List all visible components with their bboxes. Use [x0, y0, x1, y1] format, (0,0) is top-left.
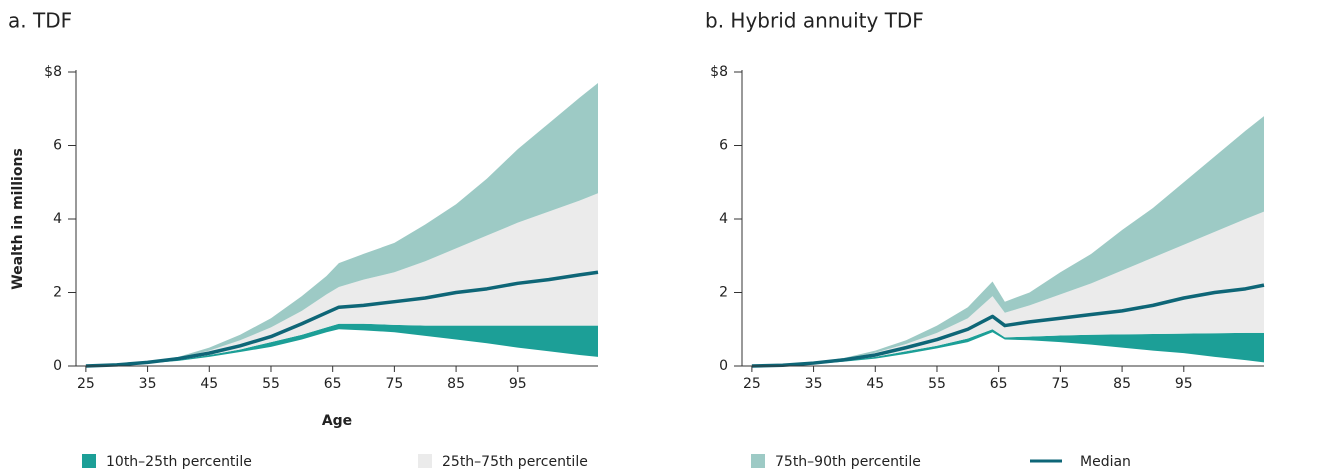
x-tick-label: 65 [324, 376, 342, 392]
y-tick-label: $8 [44, 64, 62, 80]
x-tick-label: 95 [509, 376, 527, 392]
x-tick-label: 25 [77, 376, 95, 392]
legend-swatch [751, 454, 765, 468]
percentile-band [751, 116, 1264, 366]
y-tick-label: 4 [719, 211, 728, 227]
y-tick-label: 0 [53, 358, 62, 374]
y-tick-label: 0 [719, 358, 728, 374]
chart-title: a. TDF [8, 9, 72, 33]
x-tick-label: 55 [928, 376, 946, 392]
legend-label: 75th–90th percentile [775, 454, 921, 470]
y-tick-label: $8 [710, 64, 728, 80]
x-tick-label: 55 [262, 376, 280, 392]
x-tick-label: 35 [805, 376, 823, 392]
x-tick-label: 25 [743, 376, 761, 392]
percentile-band [85, 193, 599, 366]
chart-title: b. Hybrid annuity TDF [705, 9, 924, 33]
percentile-band [751, 211, 1264, 366]
legend-label: 10th–25th percentile [106, 454, 252, 470]
x-tick-label: 95 [1175, 376, 1193, 392]
legend-label: Median [1080, 454, 1131, 470]
y-tick-label: 6 [719, 138, 728, 154]
median-line [85, 270, 599, 368]
x-axis-label: Age [322, 413, 352, 429]
y-tick-label: 6 [53, 138, 62, 154]
y-tick-label: 2 [719, 285, 728, 301]
x-tick-label: 45 [866, 376, 884, 392]
median-line [751, 283, 1265, 368]
y-tick-label: 2 [53, 285, 62, 301]
legend-label: 25th–75th percentile [442, 454, 588, 470]
y-tick-label: 4 [53, 211, 62, 227]
x-tick-label: 85 [447, 376, 465, 392]
legend-swatch [418, 454, 432, 468]
x-tick-label: 85 [1113, 376, 1131, 392]
x-tick-label: 65 [990, 376, 1008, 392]
x-tick-label: 75 [385, 376, 403, 392]
percentile-band [85, 83, 599, 367]
percentile-band [751, 329, 1264, 366]
x-tick-label: 35 [139, 376, 157, 392]
legend-swatch [82, 454, 96, 468]
y-axis-label: Wealth in millions [10, 148, 26, 290]
x-tick-label: 75 [1051, 376, 1069, 392]
percentile-band [85, 323, 599, 366]
x-tick-label: 45 [200, 376, 218, 392]
